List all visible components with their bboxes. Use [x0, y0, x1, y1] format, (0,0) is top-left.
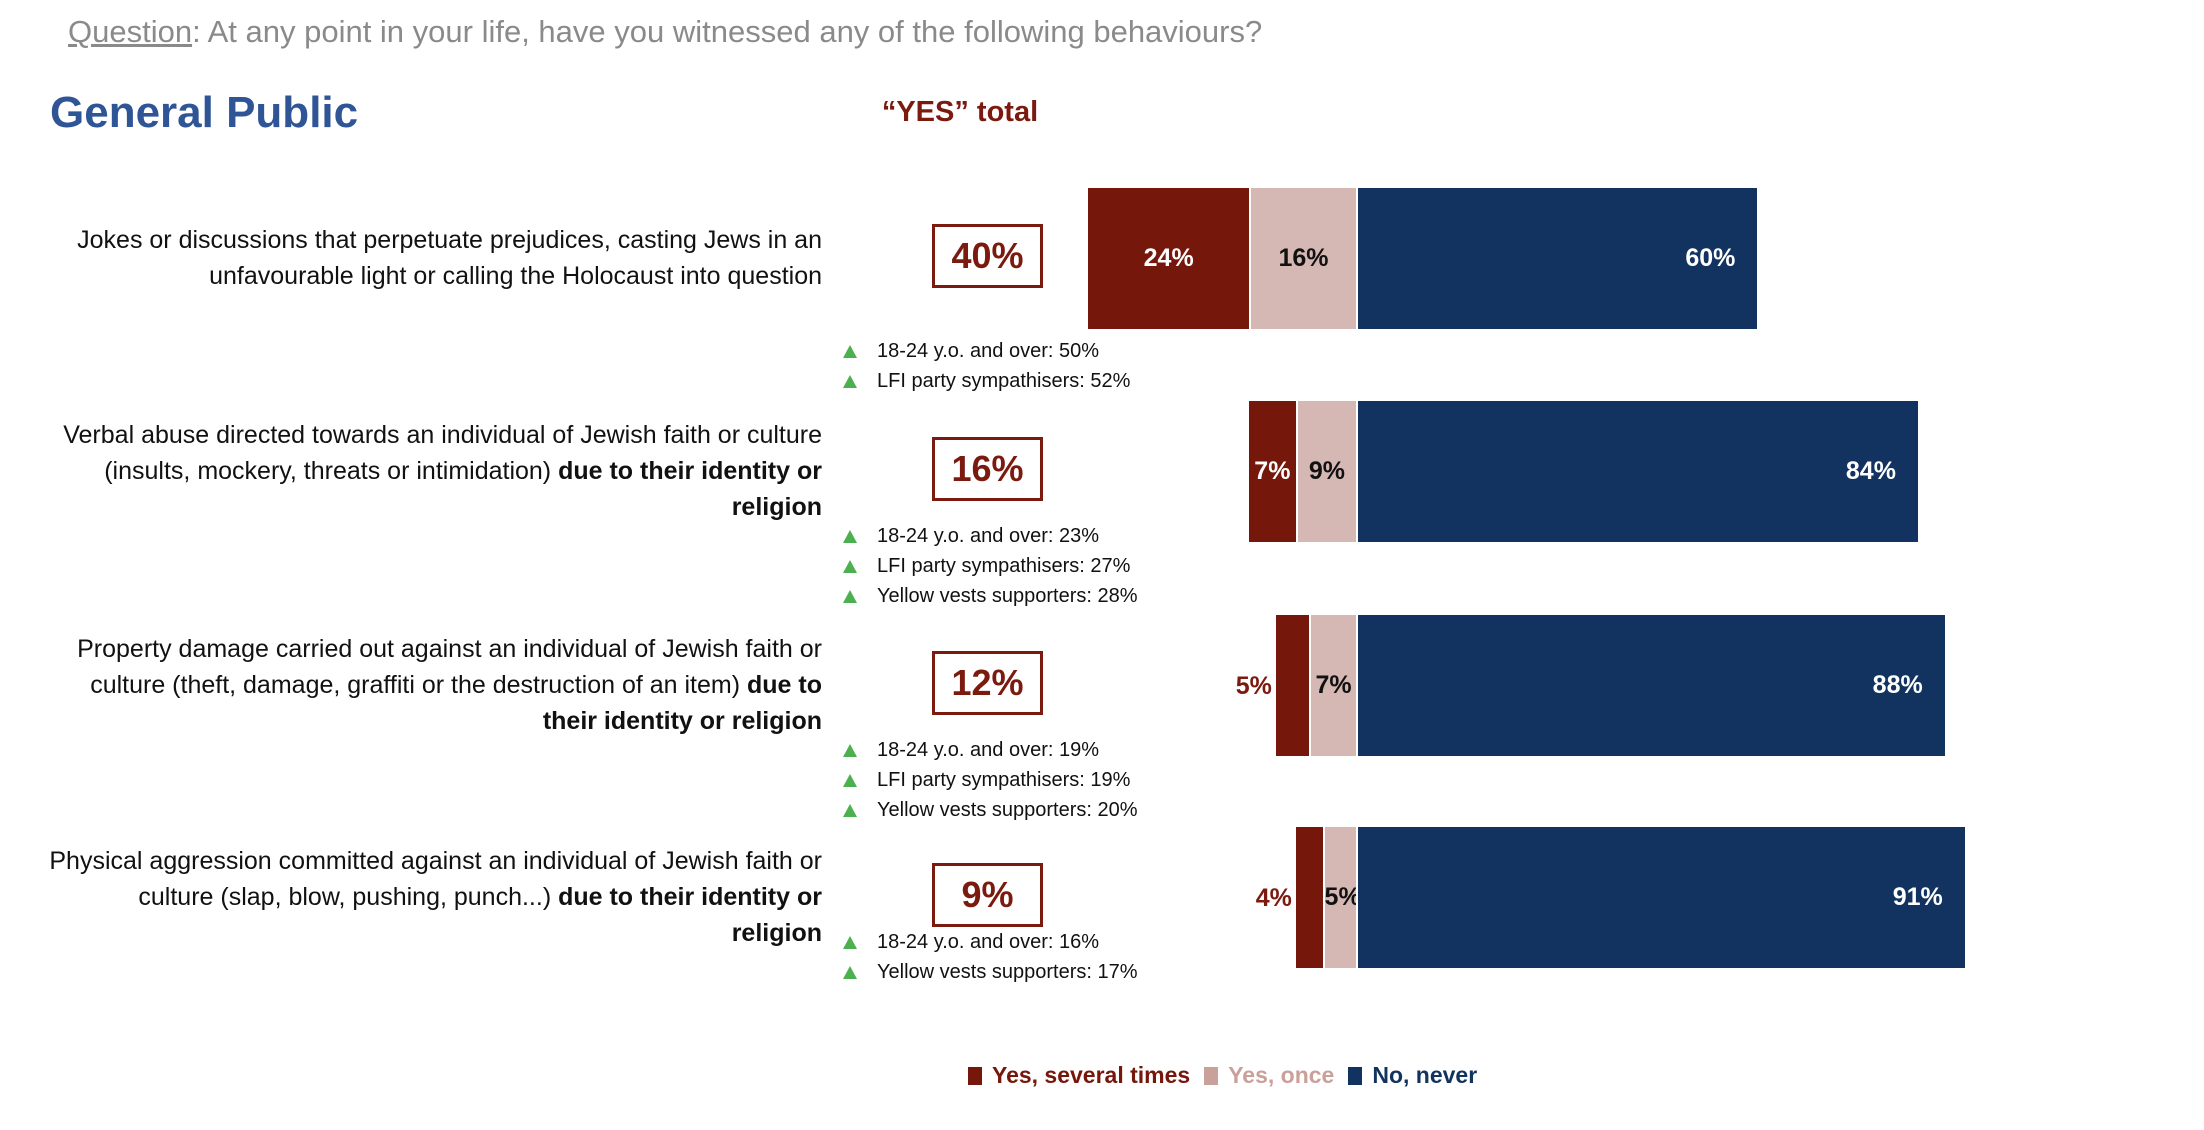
- subgroup-item: 18-24 y.o. and over: 50%: [843, 336, 1130, 366]
- bar-yes-once: 7%: [1309, 615, 1356, 756]
- question-text: : At any point in your life, have you wi…: [192, 14, 1263, 49]
- legend-item-once: Yes, once: [1204, 1062, 1334, 1089]
- yes-total-box: 40%: [932, 224, 1043, 288]
- bar-yes-several: [1295, 827, 1323, 968]
- label-text: Physical aggression committed against an…: [49, 847, 822, 911]
- subgroup-item: Yellow vests supporters: 17%: [843, 957, 1138, 987]
- row-label: Property damage carried out against an i…: [42, 631, 822, 739]
- up-arrow-icon: [843, 344, 857, 358]
- legend-swatch: [1204, 1066, 1219, 1085]
- subgroup-text: LFI party sympathisers: 27%: [877, 554, 1131, 577]
- subgroup-item: LFI party sympathisers: 19%: [843, 765, 1138, 795]
- subgroup-list: 18-24 y.o. and over: 16% Yellow vests sup…: [843, 927, 1138, 987]
- subgroup-list: 18-24 y.o. and over: 50% LFI party sympat…: [843, 336, 1130, 396]
- yes-total-box: 12%: [932, 651, 1043, 715]
- subgroup-item: Yellow vests supporters: 20%: [843, 795, 1138, 825]
- bar-no-never: 60%: [1356, 188, 1758, 329]
- subgroup-text: Yellow vests supporters: 17%: [877, 960, 1138, 983]
- legend-label: No, never: [1372, 1062, 1478, 1088]
- label-bold-text: due to their identity or religion: [558, 457, 822, 521]
- legend-item-several: Yes, several times: [968, 1062, 1190, 1089]
- subgroup-text: 18-24 y.o. and over: 50%: [877, 339, 1099, 362]
- row-label: Jokes or discussions that perpetuate pre…: [42, 222, 822, 294]
- subgroup-list: 18-24 y.o. and over: 23% LFI party sympat…: [843, 521, 1138, 611]
- label-bold-text: due to their identity or religion: [558, 883, 822, 947]
- yes-total-heading: “YES” total: [881, 96, 1039, 128]
- subgroup-item: Yellow vests supporters: 28%: [843, 581, 1138, 611]
- bar-yes-several: 24%: [1088, 188, 1249, 329]
- legend-item-never: No, never: [1348, 1062, 1477, 1089]
- up-arrow-icon: [843, 935, 857, 949]
- subgroup-text: LFI party sympathisers: 19%: [877, 768, 1131, 791]
- label-text: Jokes or discussions that perpetuate pre…: [77, 226, 822, 290]
- label-text: Property damage carried out against an i…: [77, 635, 822, 699]
- bar-yes-several: 7%: [1248, 401, 1296, 542]
- subgroup-item: 18-24 y.o. and over: 16%: [843, 927, 1138, 957]
- subgroup-text: Yellow vests supporters: 20%: [877, 798, 1138, 821]
- legend-label: Yes, once: [1228, 1062, 1335, 1088]
- up-arrow-icon: [843, 743, 857, 757]
- bar-no-never: 88%: [1356, 615, 1945, 756]
- bar-yes-several: [1275, 615, 1310, 756]
- legend: Yes, several times Yes, once No, never: [968, 1062, 1491, 1089]
- question: Question: At any point in your life, hav…: [68, 14, 1262, 50]
- legend-swatch: [1348, 1066, 1363, 1085]
- row-label: Verbal abuse directed towards an individ…: [42, 417, 822, 525]
- bar-yes-once: 9%: [1295, 401, 1356, 542]
- bar-value-label: 5%: [1235, 672, 1272, 700]
- subgroup-text: Yellow vests supporters: 28%: [877, 584, 1138, 607]
- up-arrow-icon: [843, 773, 857, 787]
- subgroup-item: LFI party sympathisers: 27%: [843, 551, 1138, 581]
- yes-total-box: 9%: [932, 863, 1043, 927]
- yes-total-box: 16%: [932, 437, 1043, 501]
- up-arrow-icon: [843, 559, 857, 573]
- up-arrow-icon: [843, 803, 857, 817]
- bar-no-never: 84%: [1356, 401, 1918, 542]
- subgroup-text: 18-24 y.o. and over: 16%: [877, 930, 1099, 953]
- bar-yes-once: 5%: [1322, 827, 1361, 968]
- up-arrow-icon: [843, 589, 857, 603]
- subgroup-item: 18-24 y.o. and over: 23%: [843, 521, 1138, 551]
- subgroup-text: LFI party sympathisers: 52%: [877, 369, 1131, 392]
- page-title: General Public: [50, 88, 359, 137]
- label-bold-text: due to their identity or religion: [542, 671, 822, 735]
- legend-label: Yes, several times: [992, 1062, 1191, 1088]
- label-text: Verbal abuse directed towards an individ…: [63, 421, 822, 485]
- subgroup-text: 18-24 y.o. and over: 19%: [877, 738, 1099, 761]
- bar-no-never: 91%: [1356, 827, 1965, 968]
- up-arrow-icon: [843, 374, 857, 388]
- row-label: Physical aggression committed against an…: [42, 843, 822, 951]
- subgroup-text: 18-24 y.o. and over: 23%: [877, 524, 1099, 547]
- up-arrow-icon: [843, 529, 857, 543]
- question-label: Question: [68, 14, 193, 49]
- up-arrow-icon: [843, 965, 857, 979]
- bar-value-label: 4%: [1255, 884, 1292, 912]
- legend-swatch: [968, 1066, 982, 1085]
- bar-yes-once: 16%: [1248, 188, 1356, 329]
- subgroup-list: 18-24 y.o. and over: 19% LFI party sympat…: [843, 735, 1138, 825]
- subgroup-item: LFI party sympathisers: 52%: [843, 366, 1130, 396]
- subgroup-item: 18-24 y.o. and over: 19%: [843, 735, 1138, 765]
